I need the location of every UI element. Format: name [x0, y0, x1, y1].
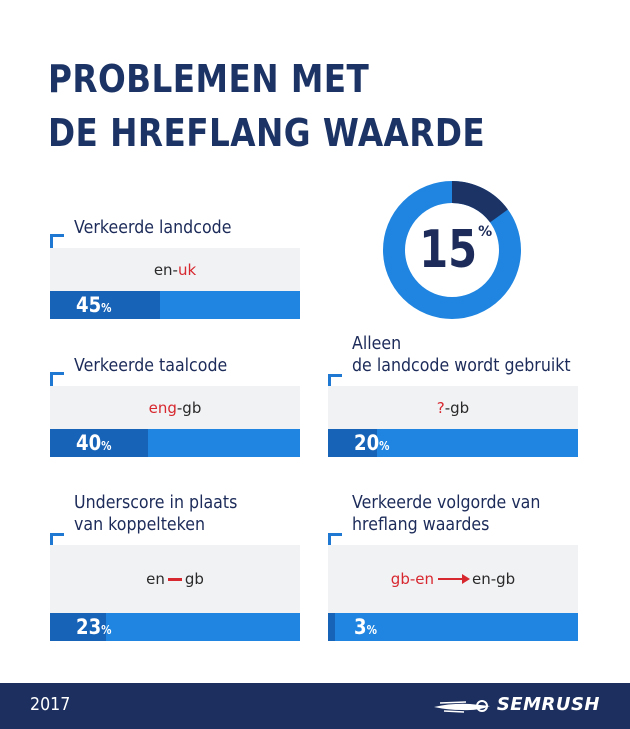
code-example: ? -gb [328, 386, 578, 429]
card-label-line-2: de landcode wordt gebruikt [352, 355, 571, 376]
donut-value: 15 % [419, 220, 493, 280]
footer-year: 2017 [30, 694, 71, 715]
card-label-line-1: Alleen [352, 333, 402, 354]
card-only-country-code: Alleen de landcode wordt gebruikt ? -gb 2… [328, 332, 578, 458]
code-example: en-uk [50, 248, 300, 291]
percentage-value: 20% [354, 431, 390, 455]
percentage-value: 40% [76, 431, 112, 455]
percentage-fill [50, 429, 148, 457]
percentage-bar: 20% [328, 429, 578, 457]
code-example: gb-en en-gb [328, 545, 578, 613]
card-wrong-country-code: Verkeerde landcode en-uk 45% [50, 214, 300, 320]
card-label-line-2: van koppelteken [74, 514, 206, 535]
card-underscore-instead-of-hyphen: Underscore in plaats van koppelteken en g… [50, 491, 300, 641]
donut-segment [383, 181, 521, 319]
card-label: Verkeerde taalcode [74, 355, 228, 376]
card-wrong-order: Verkeerde volgorde van hreflang waardes … [328, 491, 578, 641]
percentage-bar: 3% [328, 613, 578, 641]
percentage-fill [328, 613, 336, 641]
card-label: Verkeerde landcode [74, 217, 232, 238]
card-label-line-1: Underscore in plaats [74, 492, 238, 513]
code-example: en gb [50, 545, 300, 613]
percentage-bar: 40% [50, 429, 300, 457]
percentage-value: 45% [76, 293, 112, 317]
page-title: PROBLEMEN MET DE HREFLANG WAARDE [48, 52, 530, 160]
fireball-icon [434, 700, 490, 713]
footer: 2017 SEMRUSH [0, 683, 630, 729]
semrush-logo: SEMRUSH [496, 694, 600, 715]
percentage-bar: 23% [50, 613, 300, 641]
percentage-value: 3% [354, 615, 377, 639]
donut-chart [383, 181, 521, 319]
title-line-1: PROBLEMEN MET [48, 57, 370, 101]
underscore-mark [167, 577, 182, 581]
arrow-right-icon [438, 574, 470, 584]
percentage-fill [50, 291, 161, 319]
percentage-fill [328, 429, 377, 457]
title-line-2: DE HREFLANG WAARDE [48, 111, 486, 155]
percentage-fill [50, 613, 107, 641]
code-example: eng -gb [50, 386, 300, 429]
card-label-line-2: hreflang waardes [352, 514, 490, 535]
card-label-line-1: Verkeerde volgorde van [352, 492, 541, 513]
card-wrong-language-code: Verkeerde taalcode eng -gb 40% [50, 352, 300, 458]
percentage-value: 23% [76, 615, 112, 639]
percentage-bar: 45% [50, 291, 300, 319]
